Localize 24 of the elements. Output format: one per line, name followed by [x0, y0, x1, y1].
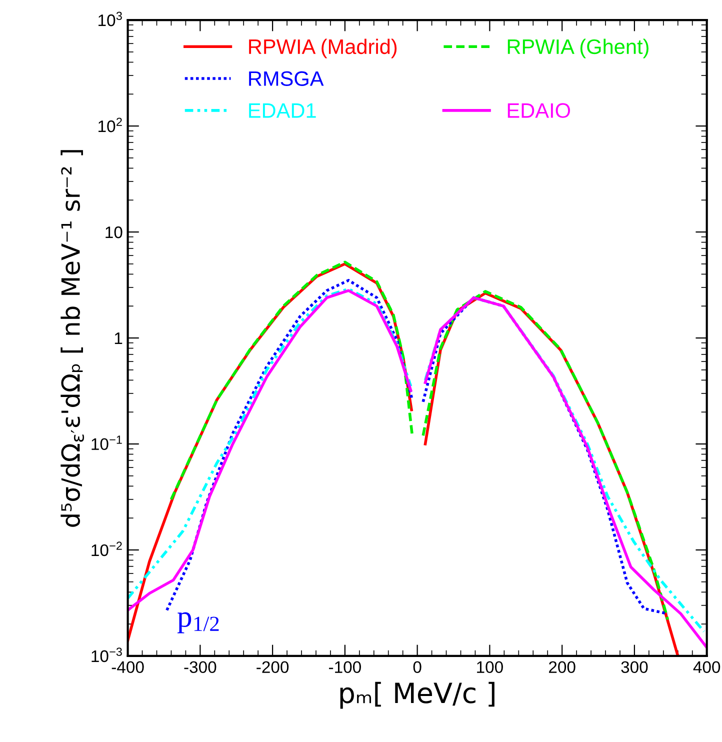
x-tick-label: 0	[413, 661, 422, 674]
x-tick-label: -200	[256, 661, 289, 674]
x-tick-label: 100	[477, 661, 503, 674]
legend-label: EDAD1	[249, 103, 316, 118]
legend-label: RMSGA	[249, 71, 324, 86]
legend-label: RPWIA (Madrid)	[249, 38, 397, 58]
y-tick-label: 10	[106, 226, 122, 238]
x-tick-label: 200	[549, 661, 576, 674]
y-tick-label: 10$^{−3}$	[92, 648, 122, 662]
y-tick-label: 10$^{−1}$	[92, 436, 122, 450]
y-tick-label: 10$^{2}$	[98, 118, 122, 132]
y-tick-label: 1	[114, 332, 122, 344]
x-tick-label: -400	[112, 661, 144, 674]
y-axis-title: d⁵σ/dΩ$_{ε′}$ε'dΩₚ [ nb MeV⁻¹ sr⁻² ]	[60, 150, 84, 527]
x-axis-title: pₘ[ MeV/c ]	[340, 682, 494, 709]
x-tick-label: 400	[693, 661, 720, 674]
legend-label: EDAIO	[508, 103, 570, 118]
x-tick-label: 300	[621, 661, 648, 674]
y-tick-label: 10$^{−2}$	[92, 542, 122, 556]
x-tick-label: -300	[184, 661, 216, 674]
y-tick-label: 10$^{3}$	[98, 12, 122, 26]
x-tick-label: -100	[329, 661, 361, 674]
legend-label: RPWIA (Ghent)	[508, 38, 648, 58]
annotation: p$_{1/2}$	[178, 612, 219, 634]
